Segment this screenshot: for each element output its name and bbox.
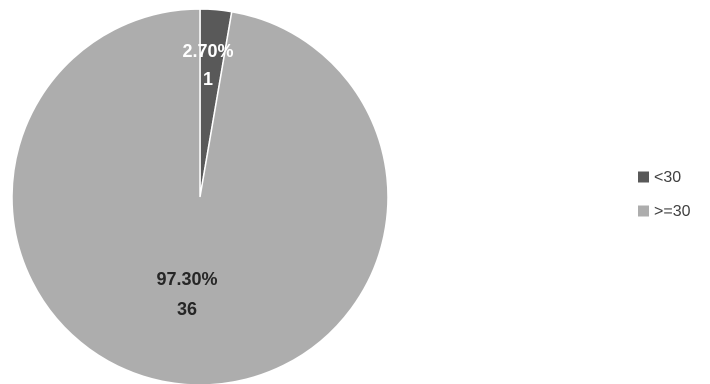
slice-value-label: 1 [203,69,213,89]
legend-item-gte-30: >=30 [638,203,691,220]
legend-swatch [638,205,649,217]
legend-label: <30 [654,169,681,186]
legend-item-lt-30: <30 [638,169,681,186]
slice-percent-label: 97.30% [156,269,217,289]
legend-label: >=30 [654,203,691,220]
pie-slice-gte-30 [11,8,389,384]
slice-percent-label: 2.70% [182,41,233,61]
slice-value-label: 36 [177,299,197,319]
legend-swatch [638,171,649,183]
